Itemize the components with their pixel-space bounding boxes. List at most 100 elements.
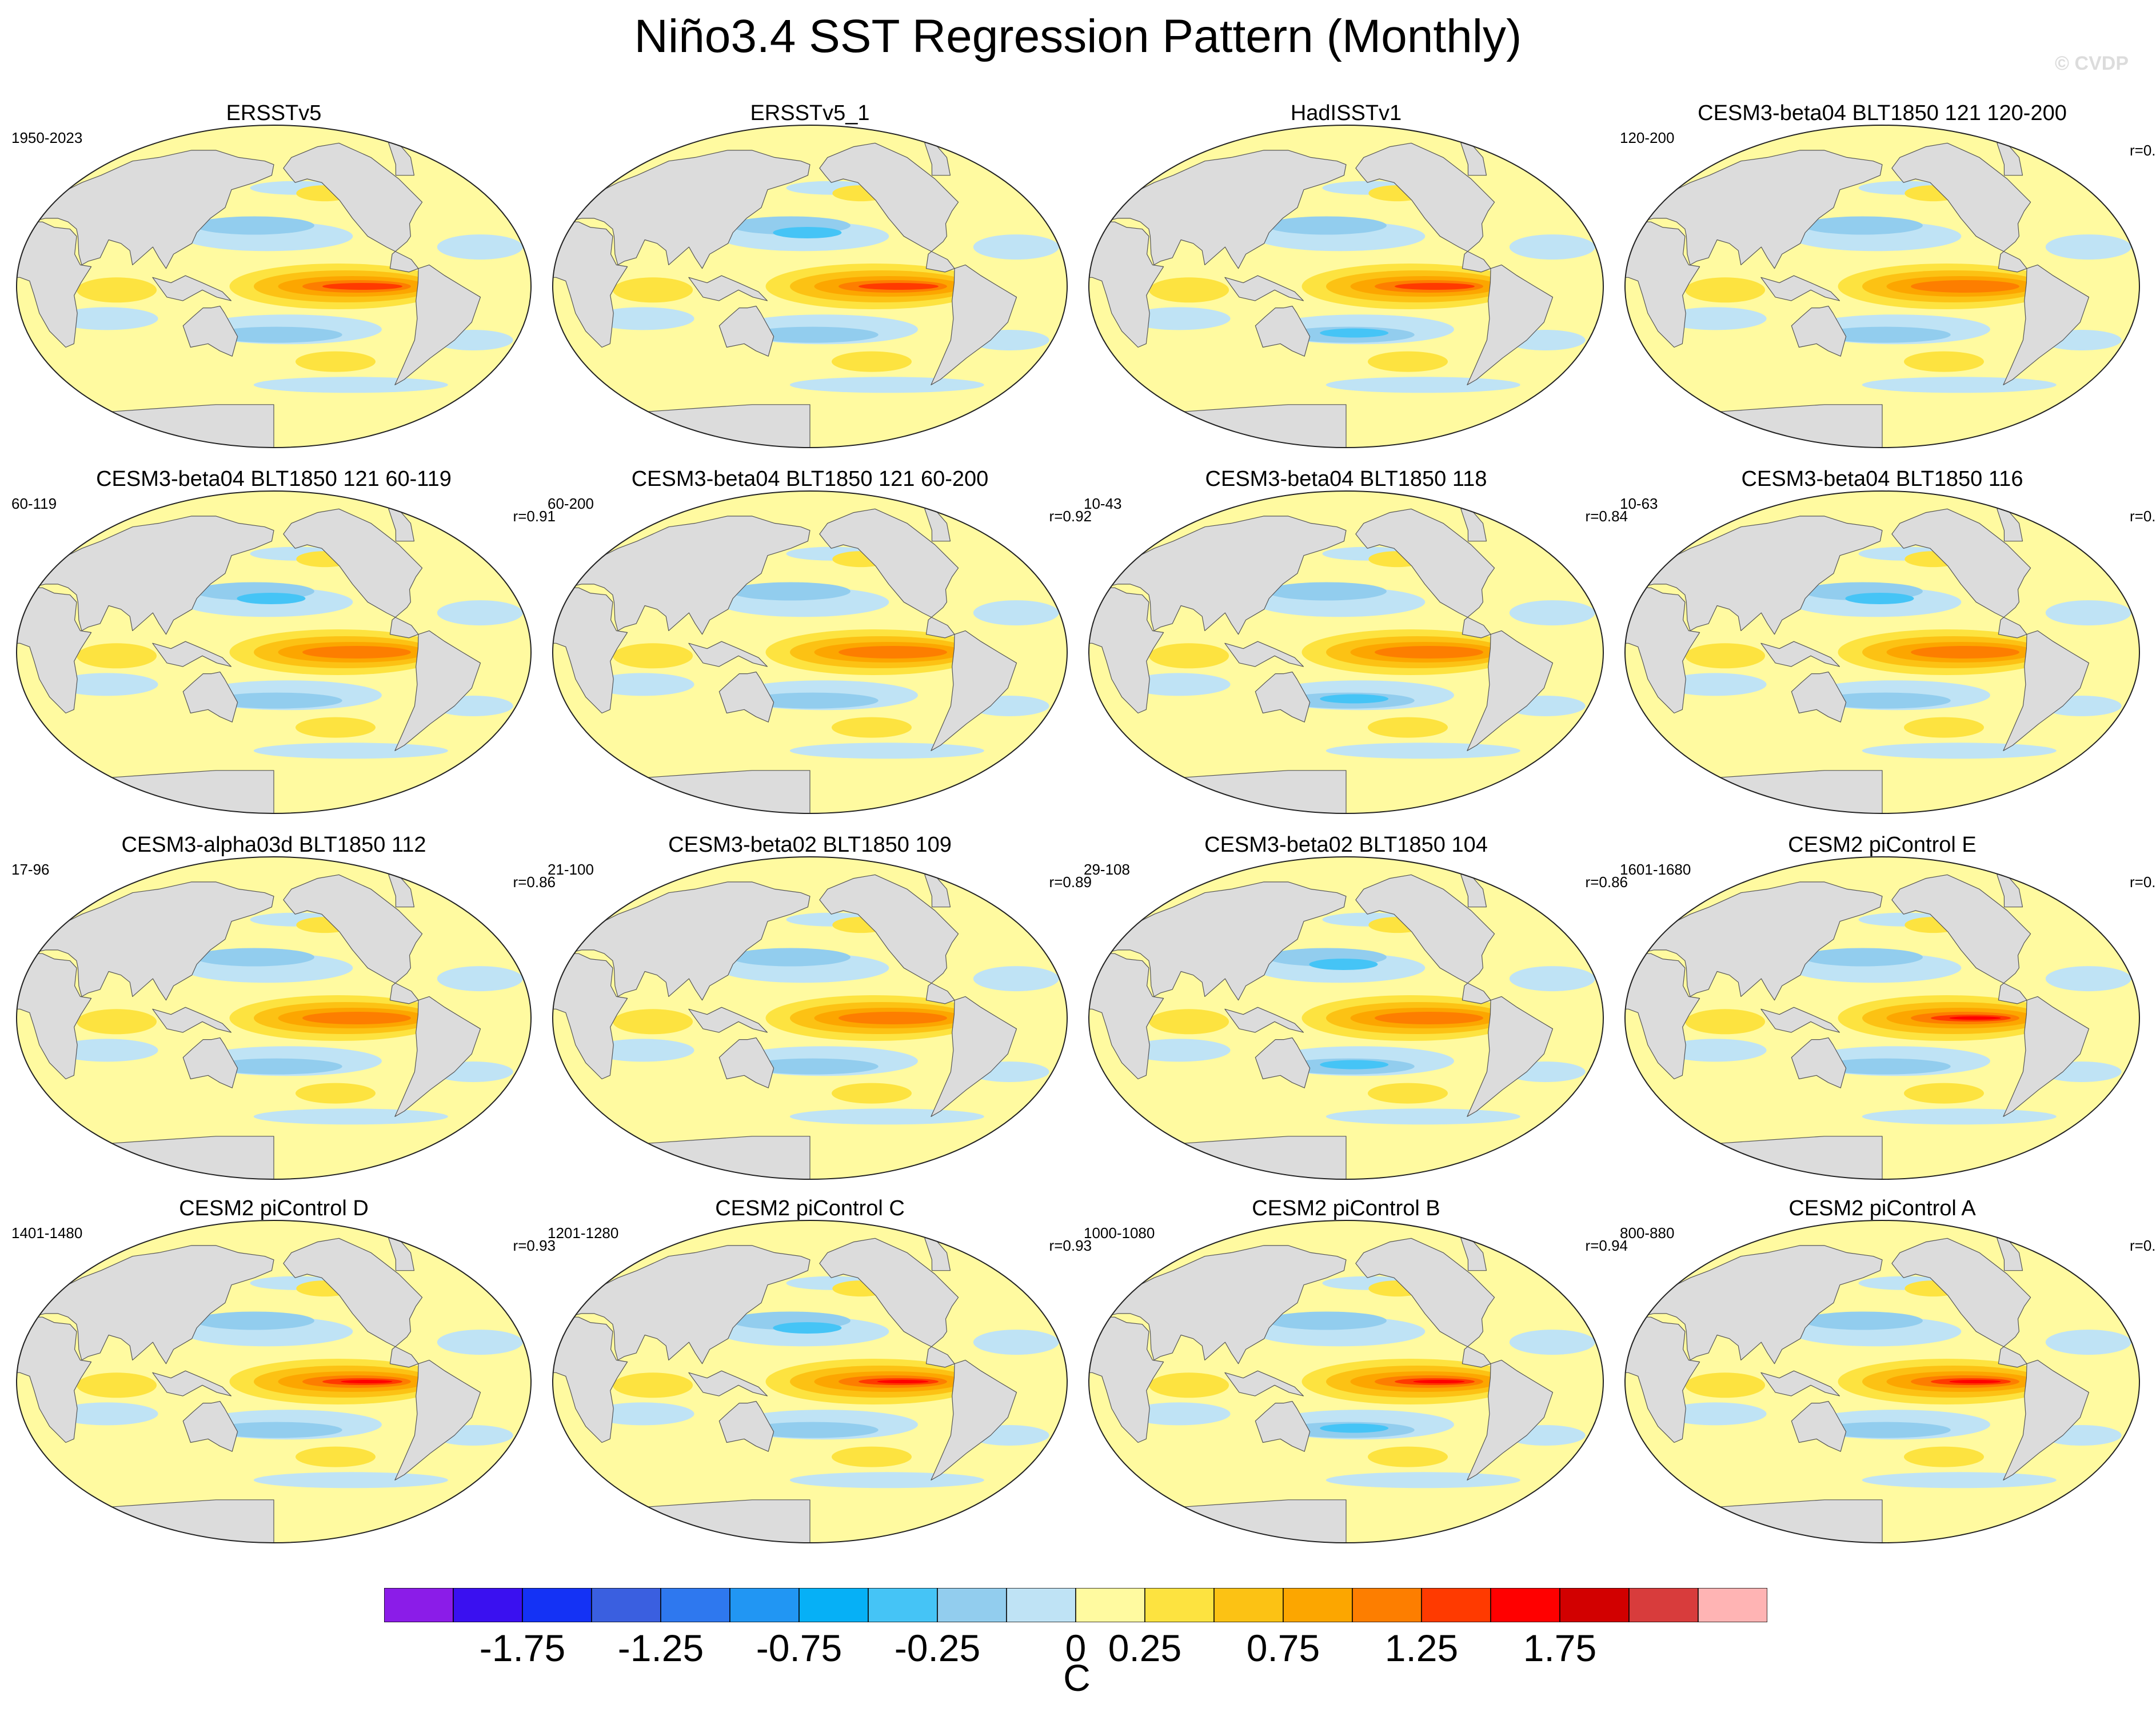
colorbar-segment: [1628, 1588, 1699, 1622]
southern-ocean-cool-band: [253, 377, 448, 393]
north-pacific-cool-core: [1802, 1311, 1923, 1330]
indian-ocean-cool-region: [1127, 1402, 1231, 1426]
north-pacific-cool-core: [1802, 216, 1923, 235]
north-pacific-cool-core: [1266, 582, 1387, 601]
panel-period: 10-43: [1084, 495, 1122, 512]
panel-period: 1601-1680: [1620, 861, 1691, 878]
map-outline: [1088, 490, 1604, 814]
map-panel: ERSSTv5 1950-2023: [8, 101, 540, 455]
map-panel: CESM3-beta04 BLT1850 121 60-200 60-200 r=0…: [544, 466, 1092, 821]
indian-ocean-cool-region: [1663, 307, 1767, 330]
panel-title: CESM3-beta04 BLT1850 121 60-119: [96, 467, 452, 491]
panel-period: 29-108: [1084, 861, 1130, 878]
map-panel: CESM3-alpha03d BLT1850 112 17-96 r=0.86: [8, 832, 556, 1187]
panel-pattern-correlation: r=0.86: [513, 873, 556, 891]
north-atlantic-cool-region: [973, 966, 1059, 992]
indian-ocean-warm-region: [1149, 1372, 1229, 1398]
panel-title: CESM3-beta02 BLT1850 109: [668, 833, 952, 857]
panel-title: CESM2 piControl E: [1788, 833, 1977, 857]
colorbar-unit: C: [1063, 1657, 1091, 1699]
indian-ocean-warm-region: [613, 1009, 693, 1035]
panel-title: ERSSTv5: [226, 101, 322, 125]
colorbar-segment: [798, 1588, 869, 1622]
panel-pattern-correlation: r=0.93: [1049, 1237, 1092, 1254]
south-pacific-cool-core: [746, 326, 879, 343]
indian-ocean-warm-region: [77, 1009, 157, 1035]
map-outline: [552, 125, 1068, 448]
north-atlantic-cool-region: [1509, 1330, 1595, 1355]
indian-ocean-cool-region: [55, 1039, 158, 1062]
north-atlantic-cool-region: [2045, 234, 2131, 260]
eurasia-land: [29, 1245, 274, 1364]
colorbar-segment: [660, 1588, 730, 1622]
panel-period: 21-100: [548, 861, 594, 878]
north-pacific-cool-peak: [773, 227, 842, 238]
colorbar-segment: [1075, 1588, 1145, 1622]
panel-pattern-correlation: r=0.92: [1049, 508, 1092, 525]
colorbar-segment: [1006, 1588, 1076, 1622]
colorbar-tick-label: -1.75: [479, 1627, 566, 1669]
enso-tongue-core: [1911, 280, 2019, 293]
southern-ocean-cool-band: [789, 743, 984, 759]
south-pacific-cool-core: [210, 1058, 342, 1075]
panel-pattern-correlation: r=0.94: [1585, 1237, 1628, 1254]
maritime-continent-land: [1224, 1370, 1304, 1396]
colorbar-tick-label: 0: [1065, 1627, 1087, 1669]
panel-period: 120-200: [1620, 129, 1675, 146]
north-america-land: [283, 142, 423, 273]
north-america-land: [283, 874, 423, 1004]
enso-tongue-core: [1911, 646, 2019, 659]
colorbar-segment: [453, 1588, 523, 1622]
southern-ocean-cool-band: [1862, 377, 2057, 393]
south-america-land: [2003, 630, 2090, 751]
north-atlantic-cool-region: [973, 600, 1059, 626]
australia-land: [1791, 671, 1847, 723]
enso-tongue-core: [1375, 1012, 1483, 1024]
north-pacific-cool-core: [730, 948, 851, 967]
south-america-land: [1467, 264, 1554, 385]
panel-title: CESM3-alpha03d BLT1850 112: [121, 833, 426, 857]
regression-map: [552, 1220, 1068, 1543]
north-atlantic-cool-region: [2045, 966, 2131, 992]
eurasia-land: [1101, 881, 1347, 1001]
colorbar-segment: [1213, 1588, 1284, 1622]
maritime-continent-land: [688, 1007, 768, 1033]
maritime-continent-land: [688, 641, 768, 667]
map-panel: CESM3-beta04 BLT1850 121 60-119 60-119 r=0…: [8, 466, 556, 821]
south-america-land: [931, 996, 1017, 1117]
map-outline: [552, 1220, 1068, 1543]
map-panel: CESM3-beta02 BLT1850 104 29-108 r=0.86: [1080, 832, 1628, 1187]
panel-title: HadISSTv1: [1290, 101, 1402, 125]
panel-pattern-correlation: r=0.93: [513, 1237, 556, 1254]
panel-period: 60-200: [548, 495, 594, 512]
colorbar-segment: [1698, 1588, 1767, 1622]
north-pacific-cool-peak: [1845, 593, 1914, 604]
southern-ocean-cool-band: [1325, 1108, 1520, 1125]
map-outline: [1088, 125, 1604, 448]
south-pacific-warm-region: [1368, 1083, 1448, 1104]
panel-title: CESM3-beta04 BLT1850 121 60-200: [631, 467, 989, 491]
maritime-continent-land: [152, 1370, 231, 1396]
page-title: Niño3.4 SST Regression Pattern (Monthly): [634, 10, 1522, 62]
panel-pattern-correlation: r=0.8: [2130, 508, 2156, 525]
south-pacific-cool-peak: [1320, 694, 1389, 704]
north-pacific-cool-peak: [237, 593, 306, 604]
north-pacific-cool-core: [1802, 948, 1923, 967]
australia-land: [718, 1037, 774, 1088]
south-pacific-cool-core: [1819, 326, 1951, 343]
regression-map: [16, 856, 532, 1180]
south-america-land: [2003, 1359, 2090, 1480]
southern-ocean-cool-band: [1862, 743, 2057, 759]
north-america-land: [819, 874, 959, 1004]
panel-pattern-correlation: r=0.9: [2130, 1237, 2156, 1254]
eurasia-land: [565, 516, 811, 635]
southern-ocean-cool-band: [1325, 377, 1520, 393]
indian-ocean-cool-region: [1663, 1039, 1767, 1062]
maritime-continent-land: [1224, 1007, 1304, 1033]
colorbar-segment: [1490, 1588, 1560, 1622]
southern-ocean-cool-band: [789, 1472, 984, 1488]
south-pacific-cool-core: [210, 692, 342, 709]
south-america-land: [394, 1359, 481, 1480]
southern-ocean-cool-band: [253, 743, 448, 759]
indian-ocean-warm-region: [1149, 277, 1229, 303]
